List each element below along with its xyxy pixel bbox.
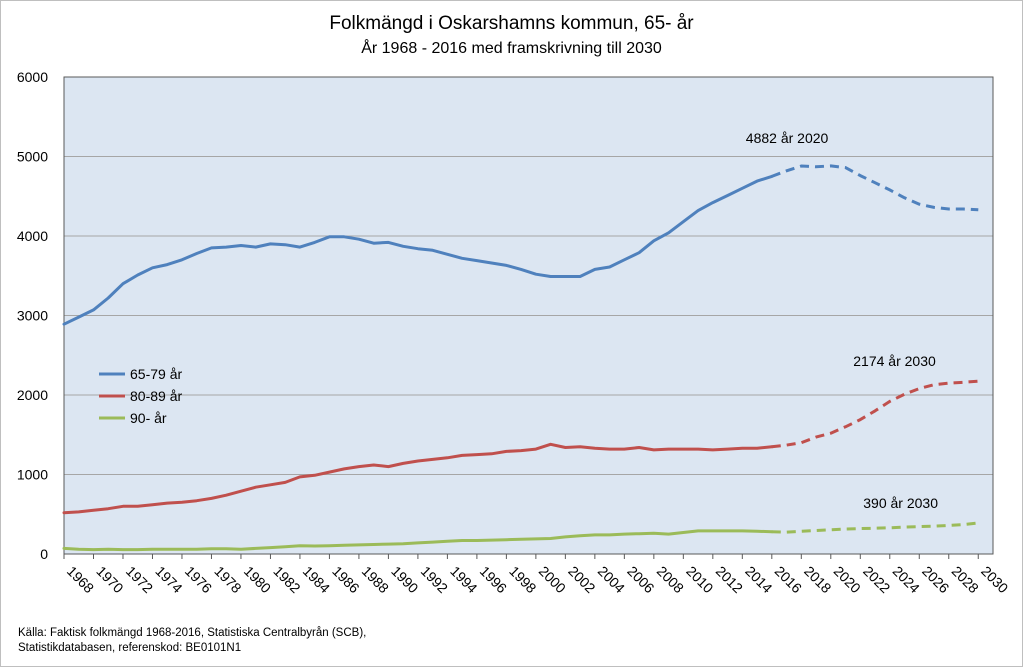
- x-tick-label: 1996: [477, 563, 510, 596]
- series-line-projection: [771, 379, 979, 449]
- x-tick-label: 1980: [241, 563, 274, 596]
- y-tick-label: 4000: [17, 228, 48, 244]
- source-line-2: Statistikdatabasen, referenskod: BE0101N…: [18, 642, 242, 654]
- series-line-actual: [62, 442, 774, 515]
- series-line-actual: [62, 529, 774, 552]
- x-tick-label: 2030: [978, 563, 1011, 596]
- x-tick-label: 2028: [949, 563, 982, 596]
- x-tick-label: 1984: [300, 563, 333, 596]
- x-tick-label: 1976: [182, 563, 215, 596]
- x-tick-label: 2010: [683, 563, 716, 596]
- chart-title: Folkmängd i Oskarshamns kommun, 65- år: [329, 13, 694, 34]
- x-tick-label: 2000: [536, 563, 569, 596]
- chart-subtitle: År 1968 - 2016 med framskrivning till 20…: [361, 40, 662, 57]
- x-tick-label: 2014: [742, 563, 775, 596]
- series-line-projection: [771, 521, 979, 534]
- y-tick-label: 2000: [17, 387, 48, 403]
- x-tick-label: 2024: [890, 563, 923, 596]
- y-tick-label: 3000: [17, 308, 48, 324]
- x-tick-label: 1974: [152, 563, 185, 596]
- x-tick-label: 1972: [123, 563, 156, 596]
- x-tick-label: 1986: [329, 563, 362, 596]
- x-tick-label: 2004: [595, 563, 628, 596]
- x-tick-label: 1982: [270, 563, 303, 596]
- data-annotation: 390 år 2030: [863, 495, 938, 511]
- x-tick-label: 1970: [93, 563, 126, 596]
- x-tick-label: 2016: [772, 563, 805, 596]
- source-line-1: Källa: Faktisk folkmängd 1968-2016, Stat…: [18, 627, 367, 639]
- x-tick-label: 1968: [64, 563, 97, 596]
- data-annotation: 4882 år 2020: [746, 130, 829, 146]
- x-tick-label: 2022: [860, 563, 893, 596]
- x-tick-label: 2020: [831, 563, 864, 596]
- plot-border: [63, 76, 994, 555]
- x-tick-label: 2008: [654, 563, 687, 596]
- x-tick-label: 1978: [211, 563, 244, 596]
- legend-label: 90- år: [130, 410, 167, 426]
- x-tick-label: 2026: [919, 563, 952, 596]
- x-tick-label: 2018: [801, 563, 834, 596]
- y-tick-label: 5000: [17, 149, 48, 165]
- y-tick-label: 6000: [17, 69, 48, 85]
- x-tick-label: 1988: [359, 563, 392, 596]
- series-line-actual: [62, 174, 774, 326]
- x-tick-label: 1992: [418, 563, 451, 596]
- legend-label: 80-89 år: [130, 388, 182, 404]
- series-line-projection: [771, 164, 979, 212]
- x-tick-label: 1998: [506, 563, 539, 596]
- x-tick-label: 1990: [388, 563, 421, 596]
- x-tick-label: 2012: [713, 563, 746, 596]
- y-tick-label: 1000: [17, 467, 48, 483]
- data-annotation: 2174 år 2030: [853, 353, 936, 369]
- y-tick-label: 0: [40, 546, 48, 562]
- legend-label: 65-79 år: [130, 366, 182, 382]
- x-tick-label: 1994: [447, 563, 480, 596]
- x-tick-label: 2002: [565, 563, 598, 596]
- x-tick-label: 2006: [624, 563, 657, 596]
